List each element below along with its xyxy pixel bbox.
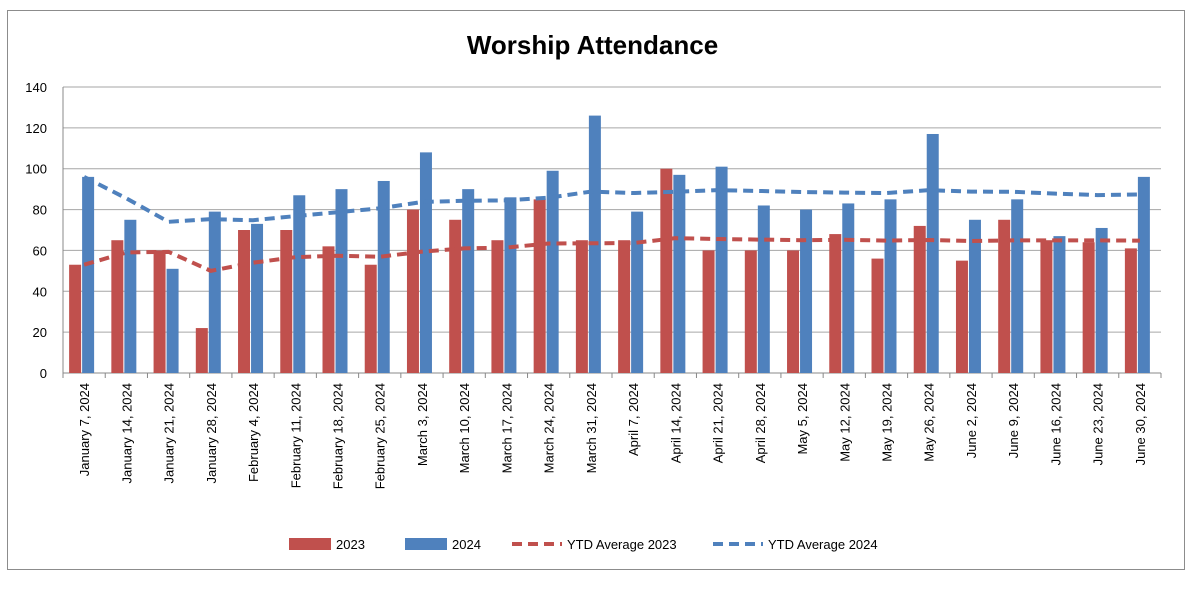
bar-2024: [631, 211, 644, 373]
bar-2023: [829, 234, 842, 373]
x-tick-label: June 23, 2024: [1091, 383, 1106, 465]
bar-2023: [491, 240, 504, 373]
bar-2023: [955, 260, 968, 373]
bar-2024: [166, 268, 179, 373]
bar-2023: [111, 240, 124, 373]
x-tick-label: February 18, 2024: [331, 383, 346, 489]
bar-2023: [618, 240, 631, 373]
y-tick-label: 40: [33, 284, 47, 299]
bar-2024: [1053, 236, 1066, 373]
chart-title: Worship Attendance: [466, 30, 719, 60]
bar-2024: [251, 223, 264, 373]
y-tick-label: 100: [25, 162, 47, 177]
y-tick-label: 120: [25, 121, 47, 136]
x-tick-label: May 5, 2024: [795, 383, 810, 455]
bar-2024: [1137, 176, 1150, 373]
bar-2024: [757, 205, 770, 373]
bar-2023: [1124, 248, 1137, 373]
y-tick-label: 0: [40, 366, 47, 381]
x-tick-label: June 16, 2024: [1048, 383, 1063, 465]
bar-2023: [1040, 240, 1053, 373]
x-tick-label: March 3, 2024: [415, 383, 430, 466]
bar-2024: [124, 219, 137, 373]
line-ytd-average-2023: [83, 236, 1140, 273]
x-tick-label: January 28, 2024: [204, 383, 219, 483]
x-tick-label: April 28, 2024: [753, 383, 768, 463]
bar-2024: [715, 166, 728, 373]
bar-2023: [280, 230, 293, 373]
legend-2024-label: 2024: [452, 537, 481, 552]
bar-2024: [82, 176, 95, 373]
x-tick-label: May 12, 2024: [837, 383, 852, 462]
bar-2024: [335, 189, 348, 373]
bar-2023: [153, 250, 166, 373]
y-tick-label: 60: [33, 243, 47, 258]
bar-2024: [462, 189, 475, 373]
bar-2023: [195, 328, 208, 373]
bar-2023: [660, 168, 673, 373]
x-tick-label: March 31, 2024: [584, 383, 599, 473]
bar-2023: [322, 246, 335, 373]
x-tick-label: March 10, 2024: [457, 383, 472, 473]
bar-2023: [1082, 242, 1095, 373]
bar-2023: [449, 219, 462, 373]
bar-2023: [238, 230, 251, 373]
x-tick-label: May 19, 2024: [880, 383, 895, 462]
y-tick-label: 80: [33, 203, 47, 218]
bar-2024: [673, 174, 686, 373]
x-tick-label: April 14, 2024: [668, 383, 683, 463]
bar-2024: [293, 195, 306, 373]
bar-2023: [702, 250, 715, 373]
x-tick-label: June 9, 2024: [1006, 383, 1021, 458]
bar-2024: [419, 152, 432, 373]
bar-2024: [377, 180, 390, 373]
legend-2024-swatch: [405, 538, 447, 550]
bar-2023: [533, 199, 546, 373]
bar-2023: [364, 264, 377, 373]
legend-2023-label: 2023: [336, 537, 365, 552]
bar-2024: [800, 209, 813, 373]
bar-2024: [926, 133, 939, 373]
x-tick-label: May 26, 2024: [922, 383, 937, 462]
bar-2023: [744, 250, 757, 373]
bar-2023: [787, 250, 800, 373]
line-ytd-average-2024: [83, 175, 1140, 224]
bar-2024: [504, 197, 517, 373]
bar-2024: [968, 219, 981, 373]
legend-ytd-average-2024-label: YTD Average 2024: [768, 537, 878, 552]
x-tick-label: January 14, 2024: [119, 383, 134, 483]
bar-2024: [884, 199, 897, 373]
bar-2024: [1095, 227, 1108, 373]
bar-2023: [871, 258, 884, 373]
bar-2024: [842, 203, 855, 373]
x-tick-label: March 24, 2024: [542, 383, 557, 473]
x-tick-label: April 21, 2024: [711, 383, 726, 463]
x-tick-label: January 21, 2024: [162, 383, 177, 483]
x-tick-label: April 7, 2024: [626, 383, 641, 456]
x-tick-label: February 25, 2024: [373, 383, 388, 489]
bar-2023: [998, 219, 1011, 373]
x-tick-label: June 2, 2024: [964, 383, 979, 458]
bar-2023: [69, 264, 82, 373]
x-tick-label: February 4, 2024: [246, 383, 261, 482]
bar-2023: [913, 225, 926, 373]
bar-2023: [575, 240, 588, 373]
x-tick-label: June 30, 2024: [1133, 383, 1148, 465]
x-tick-label: February 11, 2024: [288, 383, 303, 488]
legend-2023-swatch: [289, 538, 331, 550]
bar-2024: [546, 170, 559, 373]
legend-ytd-average-2023-label: YTD Average 2023: [567, 537, 677, 552]
bar-2024: [1011, 199, 1024, 373]
bar-2023: [406, 209, 419, 373]
bar-2024: [208, 211, 221, 373]
x-tick-label: January 7, 2024: [77, 383, 92, 476]
y-tick-label: 20: [33, 325, 47, 340]
x-tick-label: March 17, 2024: [499, 383, 514, 473]
y-tick-label: 140: [25, 80, 47, 95]
